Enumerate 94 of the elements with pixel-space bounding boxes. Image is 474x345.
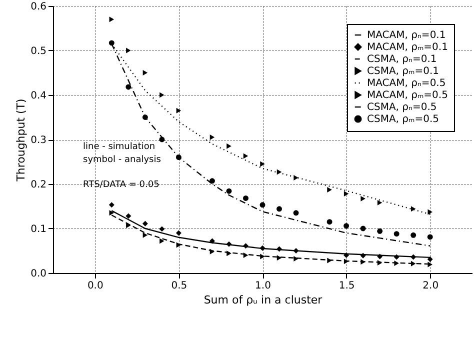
legend-label: MACAM, ρₙ=0.1 (367, 30, 446, 41)
point (209, 178, 215, 184)
point (226, 241, 232, 247)
point (109, 210, 114, 216)
point (142, 114, 148, 120)
point (410, 206, 416, 212)
y-axis-title: Throughput (T) (14, 98, 28, 182)
point (394, 231, 400, 237)
point (394, 260, 399, 266)
point (360, 196, 366, 202)
point (276, 206, 282, 212)
y-tick-label: 0.6 (30, 2, 46, 12)
point (260, 161, 265, 167)
annotation: line - simulation (83, 142, 156, 152)
point (327, 187, 332, 193)
point (126, 84, 132, 90)
x-tick-label: 1.5 (338, 280, 355, 292)
point (260, 254, 265, 260)
y-tick-label: 0.5 (30, 46, 46, 57)
y-tick-label: 0.3 (30, 135, 46, 146)
point (377, 200, 382, 206)
annotation: symbol - analysis (83, 155, 162, 165)
point (243, 153, 248, 159)
point (142, 70, 148, 76)
point (210, 248, 215, 254)
point (108, 202, 114, 208)
x-tick-label: 1.0 (255, 280, 271, 292)
point (108, 40, 114, 46)
point (109, 16, 114, 22)
point (410, 254, 416, 260)
legend-label: CSMA, ρₙ=0.1 (367, 54, 437, 65)
point (428, 262, 432, 268)
y-tick-label: 0.0 (30, 268, 46, 280)
point (243, 243, 248, 249)
point (344, 252, 350, 258)
point (210, 134, 215, 140)
point (126, 48, 131, 54)
point (126, 213, 132, 219)
point (159, 136, 165, 142)
point (142, 220, 148, 226)
point (176, 242, 182, 248)
point (142, 232, 148, 238)
point (410, 260, 416, 266)
x-tick-label: 0.5 (171, 280, 188, 292)
point (326, 219, 332, 225)
legend-label: CSMA, ρₘ=0.5 (367, 114, 440, 125)
point (176, 108, 182, 114)
point (294, 256, 298, 262)
point (344, 223, 350, 229)
point (160, 238, 164, 244)
point (428, 209, 432, 215)
legend-label: MACAM, ρₘ=0.1 (367, 42, 448, 53)
point (377, 228, 383, 234)
point (360, 226, 366, 232)
annotation: RTS/DATA = 0.05 (83, 180, 160, 190)
point (360, 252, 366, 258)
x-tick-label: 0.0 (87, 280, 104, 292)
point (293, 210, 299, 216)
point (344, 258, 349, 264)
point (394, 254, 400, 260)
point (176, 154, 182, 160)
point (427, 256, 433, 262)
point (226, 188, 232, 194)
x-tick-label: 2.0 (422, 280, 439, 292)
point (159, 226, 165, 232)
y-tick-label: 0.4 (30, 90, 46, 102)
point (276, 246, 282, 252)
point (410, 232, 416, 238)
legend-label: CSMA, ρₙ=0.5 (367, 102, 437, 113)
point (243, 196, 248, 201)
point (276, 255, 282, 261)
y-tick-label: 0.2 (30, 180, 46, 190)
point (377, 260, 382, 266)
point (327, 258, 332, 264)
point (293, 248, 299, 254)
point (226, 143, 232, 149)
point (160, 92, 164, 98)
point (226, 250, 232, 256)
legend-label: MACAM, ρₘ=0.5 (367, 90, 448, 101)
point (427, 234, 433, 240)
x-axis-title: Sum of ρᵤ in a cluster (204, 294, 323, 306)
point (243, 252, 248, 258)
point (344, 191, 349, 197)
point (260, 202, 266, 208)
point (260, 245, 266, 251)
point (176, 230, 182, 236)
legend-label: CSMA, ρₘ=0.1 (367, 66, 440, 77)
point (276, 169, 282, 175)
legend-label: MACAM, ρₙ=0.5 (367, 78, 446, 89)
point (294, 175, 298, 181)
point (209, 238, 215, 244)
point (360, 259, 366, 265)
y-tick-label: 0.1 (30, 224, 46, 235)
point (377, 254, 383, 260)
